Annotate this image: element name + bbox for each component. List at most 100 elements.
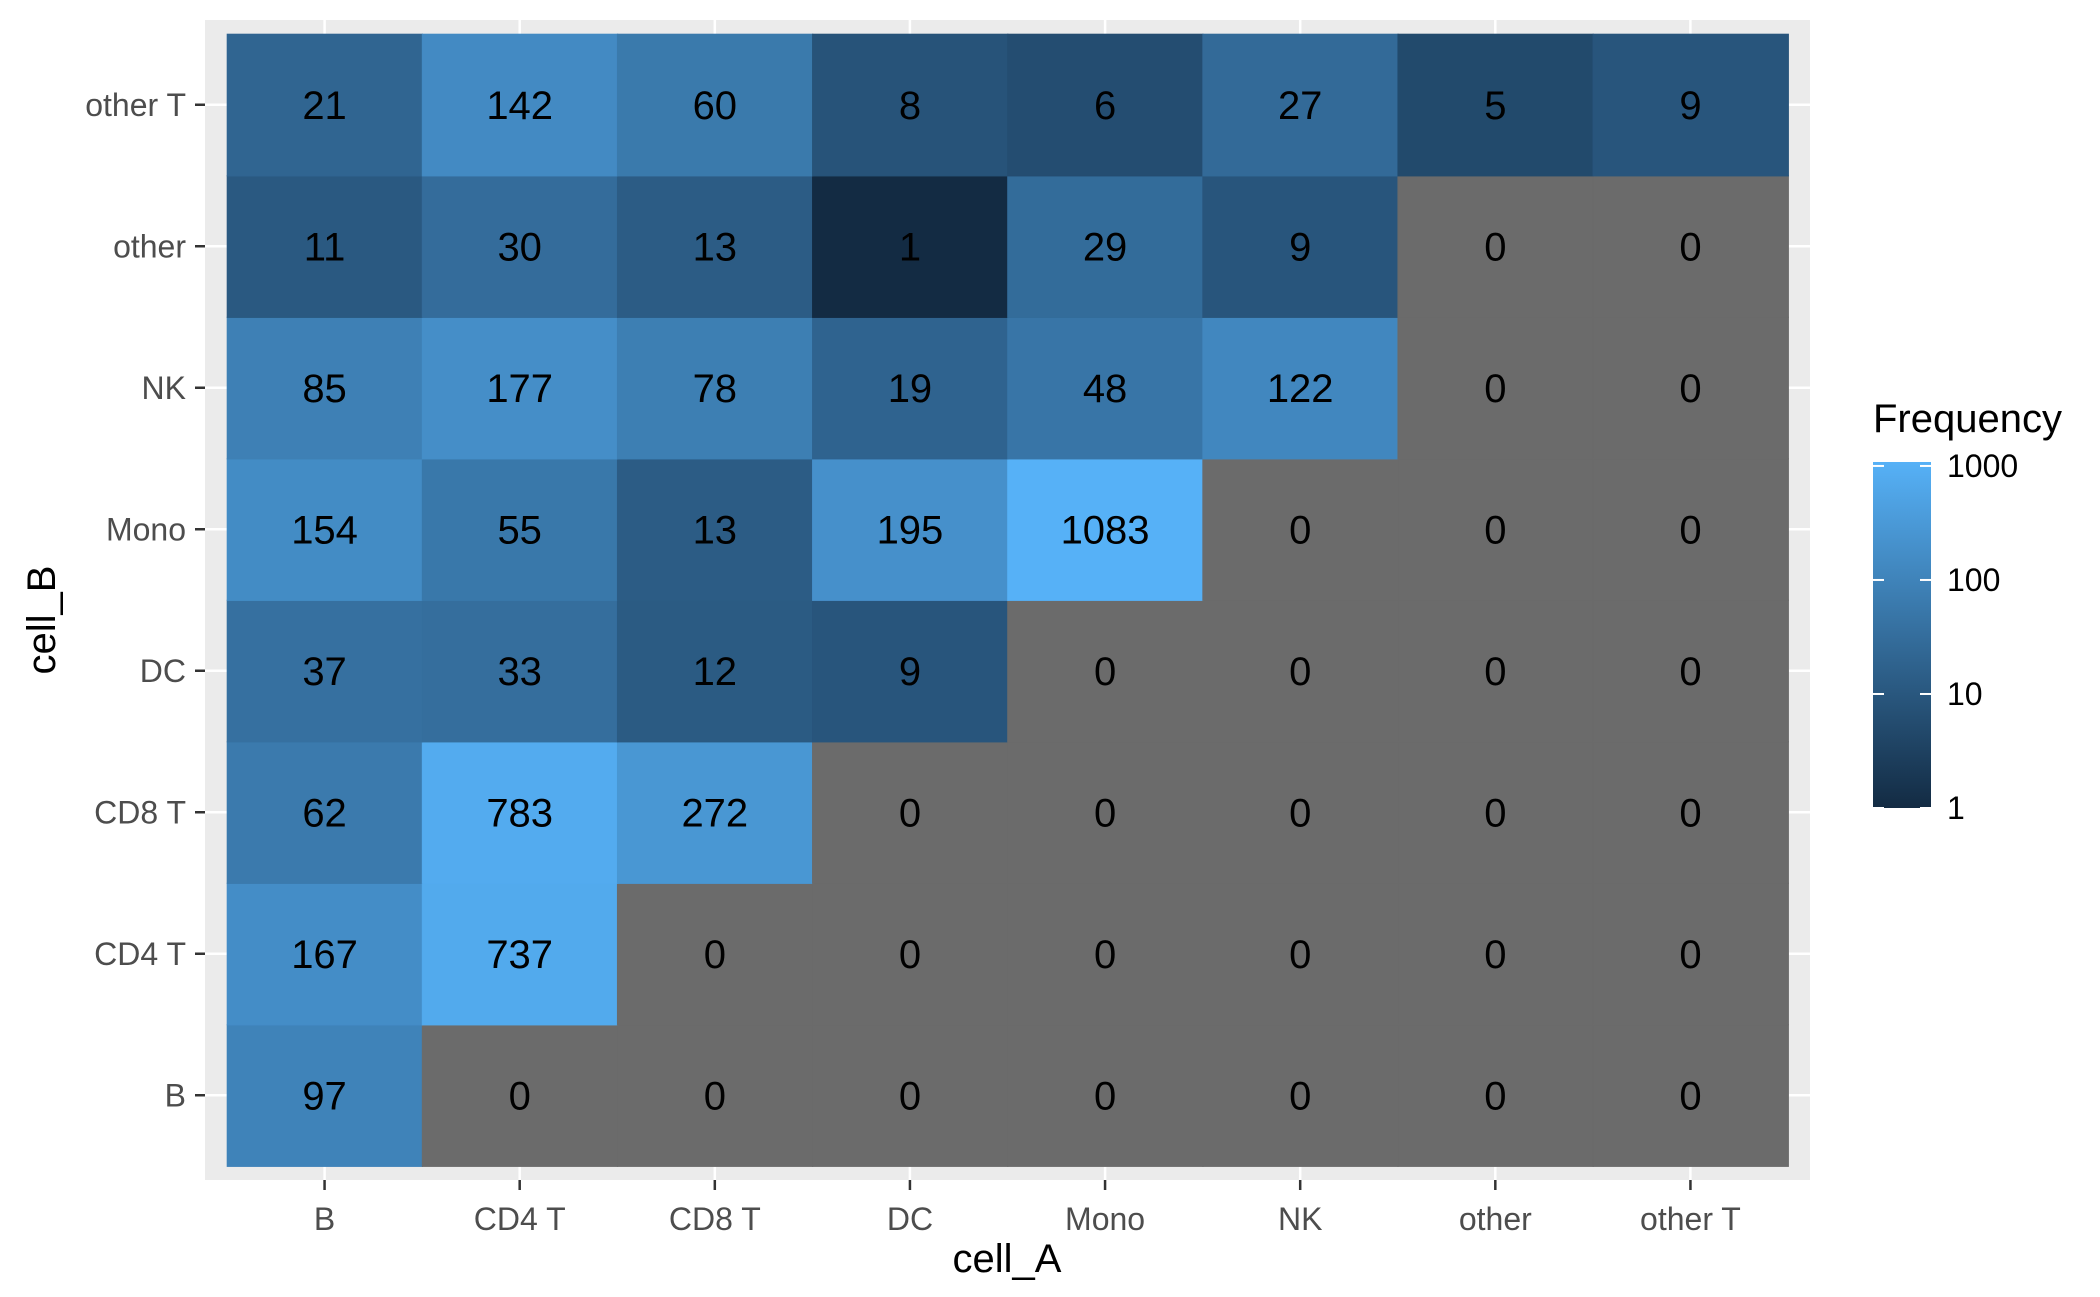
x-tick-label: DC [887, 1201, 933, 1237]
heatmap-cell [1202, 316, 1399, 460]
cell-value-label: 0 [1679, 1074, 1701, 1118]
cell-value-label: 9 [1289, 225, 1311, 269]
heatmap-cell [616, 741, 814, 884]
cell-value-label: 0 [1679, 933, 1701, 977]
heatmap-cell [421, 1024, 619, 1167]
cell-value-label: 195 [877, 508, 944, 552]
heatmap-cell [421, 175, 619, 318]
heatmap-cell [812, 458, 1009, 601]
heatmap-cell [226, 882, 424, 1026]
cell-value-label: 142 [486, 84, 553, 128]
y-tick-label: DC [140, 653, 186, 689]
heatmap-cell [1007, 741, 1204, 884]
heatmap-cell [1397, 741, 1594, 884]
cell-value-label: 737 [486, 933, 553, 977]
legend-colorbar [1873, 462, 1931, 808]
heatmap-cell [421, 599, 619, 743]
x-tick-label: other [1459, 1201, 1532, 1237]
cell-value-label: 122 [1267, 367, 1334, 411]
heatmap-cell [1397, 316, 1594, 460]
heatmap-cell [1397, 33, 1594, 177]
heatmap-cell [421, 33, 619, 177]
cell-value-label: 0 [1484, 225, 1506, 269]
heatmap-cell [1397, 599, 1594, 743]
cell-value-label: 78 [693, 367, 738, 411]
heatmap-cell [1007, 599, 1204, 743]
heatmap-cell [421, 458, 619, 601]
heatmap-cell [1007, 33, 1204, 177]
heatmap-cell [1592, 33, 1789, 177]
cell-value-label: 30 [497, 225, 542, 269]
y-tick-label: CD8 T [94, 794, 186, 830]
cell-value-label: 6 [1094, 84, 1116, 128]
cell-value-label: 0 [1679, 791, 1701, 835]
heatmap-cell [1202, 1024, 1399, 1167]
cell-value-label: 29 [1083, 225, 1128, 269]
heatmap-cell [1592, 741, 1789, 884]
heatmap-cells [226, 33, 1789, 1167]
cell-value-label: 9 [899, 650, 921, 694]
heatmap-cell [812, 175, 1009, 318]
legend-tick-label: 1000 [1947, 448, 2018, 484]
cell-value-label: 1083 [1061, 508, 1150, 552]
cell-value-label: 0 [1289, 933, 1311, 977]
heatmap-cell [421, 316, 619, 460]
cell-value-label: 13 [693, 225, 738, 269]
heatmap-cell [1397, 1024, 1594, 1167]
heatmap-cell [226, 33, 424, 177]
heatmap-cell [421, 741, 619, 884]
heatmap-cell [1202, 458, 1399, 601]
x-tick-label: CD4 T [474, 1201, 566, 1237]
heatmap-cell [421, 882, 619, 1026]
y-tick-label: other [113, 228, 186, 264]
cell-value-label: 0 [899, 1074, 921, 1118]
cell-value-label: 0 [1094, 650, 1116, 694]
cell-value-label: 0 [704, 933, 726, 977]
cell-value-label: 0 [1679, 508, 1701, 552]
y-tick-label: other T [85, 87, 186, 123]
x-tick-label: B [314, 1201, 335, 1237]
y-axis: B CD4 T CD8 T DC Mono NK other other T [85, 87, 205, 1113]
heatmap-cell [1592, 599, 1789, 743]
x-tick-label: Mono [1065, 1201, 1145, 1237]
cell-value-label: 8 [899, 84, 921, 128]
cell-value-label: 0 [509, 1074, 531, 1118]
heatmap-cell [616, 1024, 814, 1167]
cell-value-label: 0 [899, 791, 921, 835]
cell-value-label: 0 [1484, 508, 1506, 552]
cell-value-label: 48 [1083, 367, 1128, 411]
cell-value-label: 19 [888, 367, 933, 411]
cell-value-label: 33 [497, 650, 542, 694]
y-tick-label: Mono [106, 511, 186, 547]
cell-value-label: 37 [302, 650, 347, 694]
heatmap-cell [1202, 175, 1399, 318]
legend-title: Frequency [1873, 397, 2062, 441]
y-tick-label: B [165, 1077, 186, 1113]
cell-value-label: 0 [899, 933, 921, 977]
heatmap-cell [1007, 458, 1204, 601]
heatmap-cell [1592, 1024, 1789, 1167]
cell-value-label: 167 [291, 933, 358, 977]
cell-value-label: 783 [486, 791, 553, 835]
heatmap-cell [1592, 458, 1789, 601]
cell-value-label: 12 [693, 650, 738, 694]
cell-value-label: 0 [1289, 650, 1311, 694]
cell-value-label: 0 [1094, 791, 1116, 835]
cell-value-label: 21 [302, 84, 347, 128]
cell-value-label: 13 [693, 508, 738, 552]
heatmap-cell [1397, 175, 1594, 318]
heatmap-cell [812, 316, 1009, 460]
cell-value-label: 27 [1278, 84, 1323, 128]
heatmap-cell [812, 1024, 1009, 1167]
cell-value-label: 272 [681, 791, 748, 835]
heatmap-cell [226, 175, 424, 318]
heatmap-cell [812, 599, 1009, 743]
heatmap-cell [1592, 316, 1789, 460]
x-tick-label: NK [1278, 1201, 1322, 1237]
heatmap-cell [616, 458, 814, 601]
cell-value-label: 97 [302, 1074, 347, 1118]
heatmap-cell [616, 599, 814, 743]
y-tick-label: NK [142, 370, 186, 406]
cell-value-label: 0 [1484, 791, 1506, 835]
heatmap-cell [616, 175, 814, 318]
